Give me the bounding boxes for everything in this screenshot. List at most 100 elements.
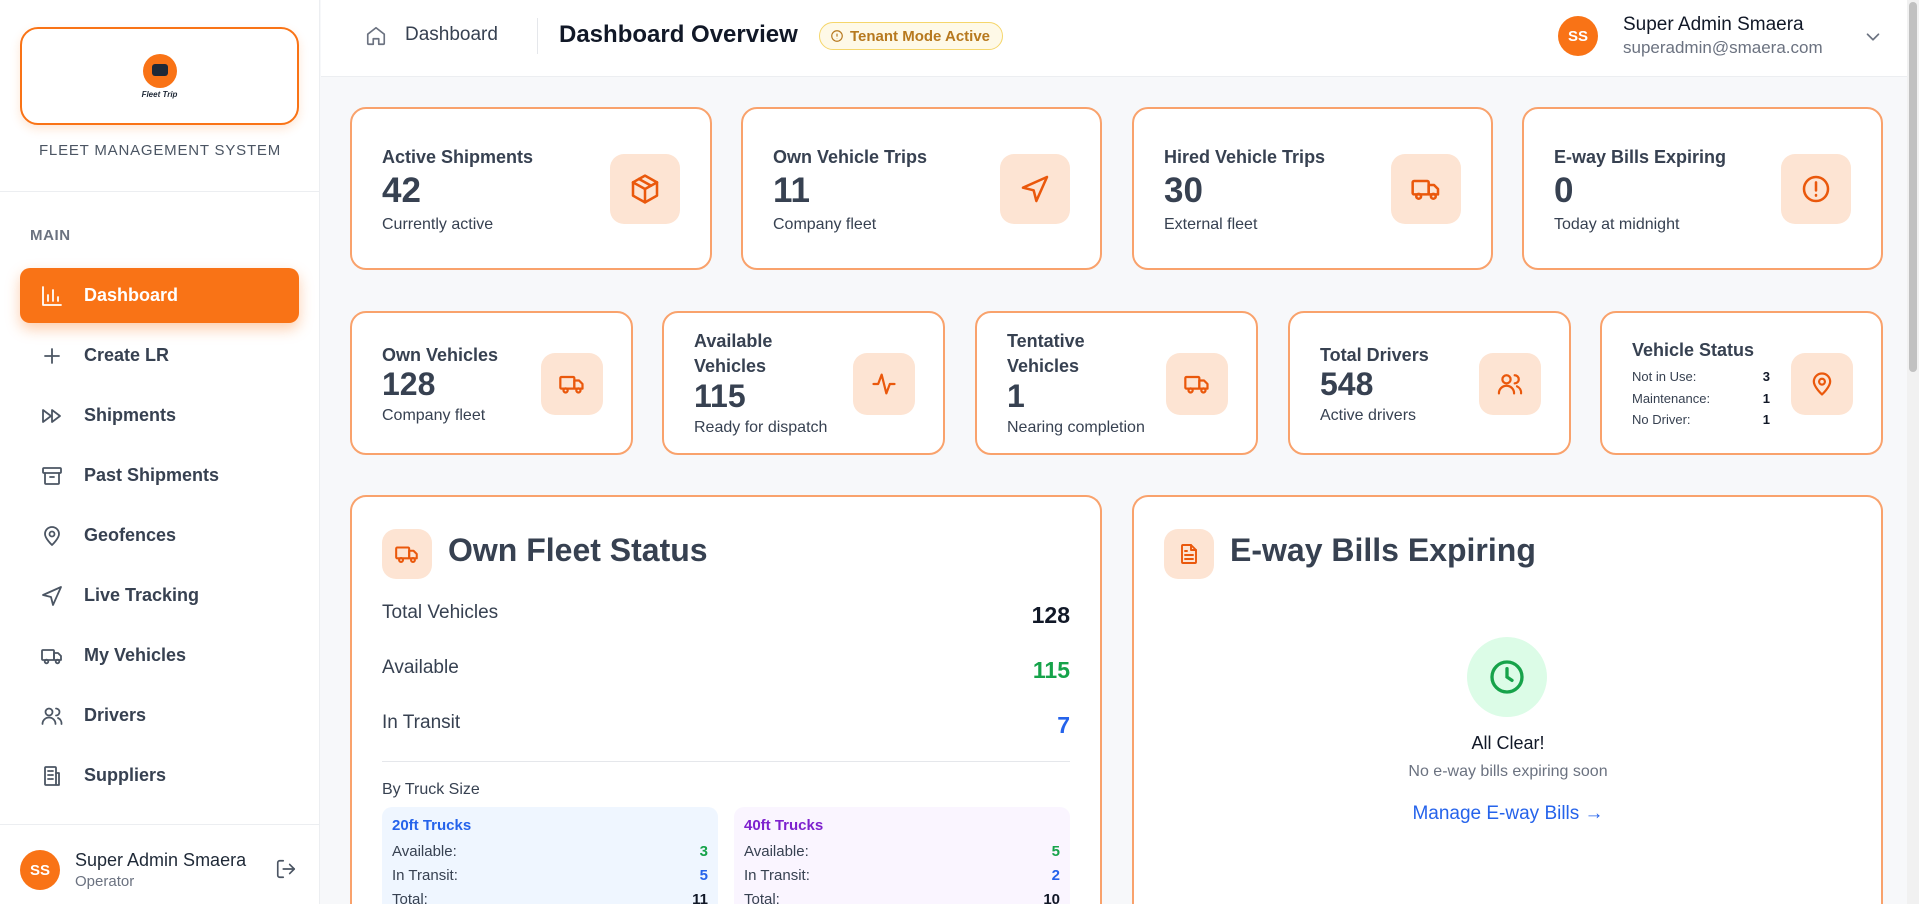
truck-size-row: In Transit: 2 <box>744 867 1060 884</box>
stat-value: 30 <box>1164 171 1203 210</box>
stat-sub: Nearing completion <box>1007 419 1145 436</box>
truck-size-value: 5 <box>1051 843 1060 860</box>
sidebar-divider <box>0 824 320 825</box>
navigation-icon <box>1021 175 1049 203</box>
sidebar-item-my-vehicles[interactable]: My Vehicles <box>20 628 299 683</box>
truck-size-title: 40ft Trucks <box>744 817 824 834</box>
stat-card-active-shipments[interactable]: Active Shipments 42 Currently active <box>350 107 712 270</box>
truck-icon <box>41 648 62 664</box>
sidebar-item-create-lr[interactable]: Create LR <box>20 328 299 383</box>
activity-icon <box>872 373 896 395</box>
truck-size-row: In Transit: 5 <box>392 867 708 884</box>
stat-value: 11 <box>773 171 810 210</box>
header-user-email: superadmin@smaera.com <box>1623 38 1823 57</box>
truck-size-row: Total: 11 <box>392 891 708 904</box>
home-icon <box>366 26 386 46</box>
sidebar-item-label: Dashboard <box>84 285 179 305</box>
truck-size-value: 2 <box>1051 867 1060 884</box>
user-menu-toggle[interactable] <box>1862 26 1884 48</box>
stat-card-hired-vehicle-trips[interactable]: Hired Vehicle Trips 30 External fleet <box>1132 107 1493 270</box>
stat-card-tentative-vehicles[interactable]: Tentative Vehicles 1 Nearing completion <box>975 311 1258 455</box>
plus-icon <box>44 347 60 364</box>
fleet-row-value: 128 <box>1031 602 1070 628</box>
logout-button[interactable] <box>275 858 299 882</box>
sidebar-item-suppliers[interactable]: Suppliers <box>20 748 299 803</box>
stat-icon-tile <box>610 154 680 224</box>
users-icon <box>41 707 63 725</box>
stat-card-available-vehicles[interactable]: Available Vehicles 115 Ready for dispatc… <box>662 311 945 455</box>
sidebar-item-geofences[interactable]: Geofences <box>20 508 299 563</box>
vehicle-status-key: No Driver: <box>1632 412 1691 427</box>
sidebar-item-label: Geofences <box>84 525 177 545</box>
truck-size-key: Total: <box>392 891 428 904</box>
scrollbar-thumb[interactable] <box>1909 2 1917 372</box>
truck-size-row: Available: 5 <box>744 843 1060 860</box>
stat-value: 115 <box>694 378 746 414</box>
truck-size-key: Available: <box>392 843 457 860</box>
truck-size-value: 5 <box>699 867 708 884</box>
stat-value: 1 <box>1007 378 1025 414</box>
header-divider <box>537 18 538 54</box>
panel-title: E-way Bills Expiring <box>1230 532 1536 568</box>
own-fleet-status-panel: Own Fleet Status Total Vehicles 128 Avai… <box>350 495 1102 904</box>
stat-card-total-drivers[interactable]: Total Drivers 548 Active drivers <box>1288 311 1571 455</box>
chevron-down-icon <box>1866 33 1880 41</box>
page-scrollbar[interactable] <box>1907 0 1919 904</box>
truck-size-card-40ft: 40ft Trucks Available: 5 In Transit: 2 T… <box>734 807 1070 904</box>
truck-icon <box>1184 375 1209 394</box>
file-text-icon <box>1181 544 1197 564</box>
truck-icon <box>395 546 418 563</box>
stat-card-eway-expiring[interactable]: E-way Bills Expiring 0 Today at midnight <box>1522 107 1883 270</box>
sidebar-item-past-shipments[interactable]: Past Shipments <box>20 448 299 503</box>
breadcrumb[interactable]: Dashboard <box>405 24 498 45</box>
stat-icon-tile <box>1166 353 1228 415</box>
panel-title: Own Fleet Status <box>448 532 708 568</box>
truck-size-heading: By Truck Size <box>382 781 480 798</box>
sidebar-item-shipments[interactable]: Shipments <box>20 388 299 443</box>
map-pin-icon <box>44 525 60 546</box>
stat-icon-tile <box>1391 154 1461 224</box>
package-icon <box>631 174 659 204</box>
archive-icon <box>42 466 62 485</box>
sidebar-item-label: Suppliers <box>84 765 167 785</box>
stat-sub: Active drivers <box>1320 407 1417 424</box>
sidebar-item-label: Live Tracking <box>84 585 200 605</box>
panel-icon-tile <box>1164 529 1214 579</box>
sidebar-item-live-tracking[interactable]: Live Tracking <box>20 568 299 623</box>
truck-size-row: Total: 10 <box>744 891 1060 904</box>
avatar[interactable]: SS <box>1558 16 1598 56</box>
stat-card-own-vehicle-trips[interactable]: Own Vehicle Trips 11 Company fleet <box>741 107 1102 270</box>
vehicle-status-key: Not in Use: <box>1632 369 1697 384</box>
stat-label: Own Vehicle Trips <box>773 147 928 167</box>
brand-logo[interactable]: Fleet Trip <box>20 27 299 125</box>
sidebar-item-label: Drivers <box>84 705 147 725</box>
vehicle-status-value: 1 <box>1762 391 1770 406</box>
info-circle-icon <box>831 30 843 42</box>
header-user-name[interactable]: Super Admin Smaera <box>1623 14 1804 35</box>
sidebar-item-drivers[interactable]: Drivers <box>20 688 299 743</box>
vehicle-status-row: Maintenance: 1 <box>1632 391 1770 406</box>
bar-chart-icon <box>42 285 62 306</box>
sidebar-item-dashboard[interactable]: Dashboard <box>20 268 299 323</box>
stat-card-own-vehicles[interactable]: Own Vehicles 128 Company fleet <box>350 311 633 455</box>
home-button[interactable] <box>365 25 389 49</box>
top-header: Dashboard Dashboard Overview Tenant Mode… <box>321 0 1919 77</box>
sidebar-divider <box>0 191 320 192</box>
all-clear-badge <box>1467 637 1547 717</box>
brand-subtitle: FLEET MANAGEMENT SYSTEM <box>38 142 282 159</box>
stat-label: Active Shipments <box>382 147 534 167</box>
truck-size-key: Available: <box>744 843 809 860</box>
sidebar-item-label: Shipments <box>84 405 177 425</box>
manage-eway-bills-link[interactable]: Manage E-way Bills → <box>1412 803 1604 824</box>
stat-card-vehicle-status[interactable]: Vehicle Status Not in Use: 3 Maintenance… <box>1600 311 1883 455</box>
fleet-row-label: Total Vehicles <box>382 602 499 623</box>
truck-size-value: 3 <box>699 843 708 860</box>
truck-size-key: Total: <box>744 891 780 904</box>
nav-section-label: MAIN <box>30 227 71 244</box>
fleet-row-label: In Transit <box>382 712 461 733</box>
truck-size-key: In Transit: <box>744 867 810 884</box>
avatar[interactable]: SS <box>20 850 60 890</box>
stat-label: Vehicle Status <box>1632 340 1755 360</box>
stat-icon-tile <box>1000 154 1070 224</box>
fleet-row-label: Available <box>382 657 459 678</box>
